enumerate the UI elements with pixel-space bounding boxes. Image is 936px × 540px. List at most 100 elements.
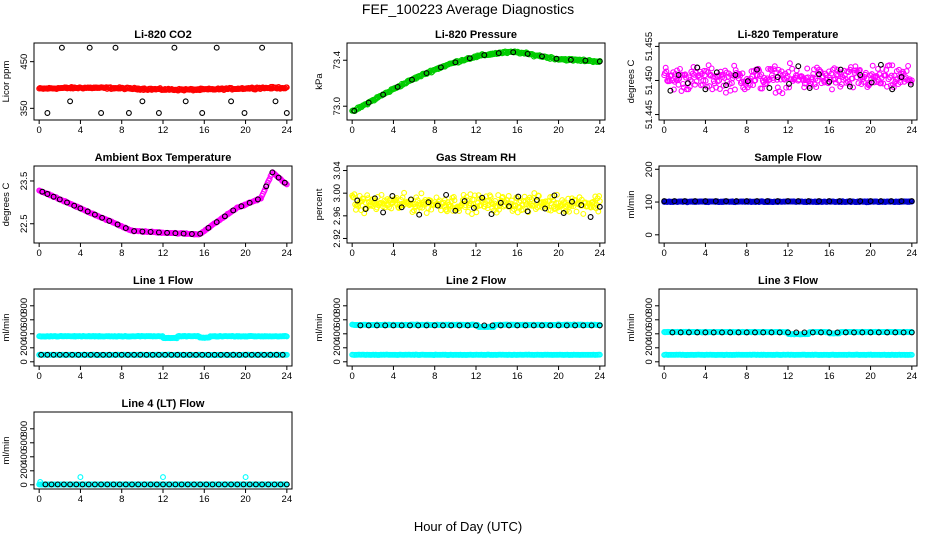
point-scatter	[423, 210, 430, 216]
xtick-label: 8	[119, 371, 124, 382]
point-scatter	[771, 63, 778, 70]
xtick-label: 20	[240, 125, 251, 136]
point-hourly	[365, 322, 372, 329]
point-scatter	[855, 80, 862, 87]
point-hourly	[452, 207, 459, 214]
point-hourly	[44, 191, 51, 197]
xtick-label: 4	[391, 125, 396, 136]
point-hourly	[867, 198, 874, 205]
panel-frame-co2	[33, 42, 293, 121]
ytick-label: 400	[19, 326, 30, 342]
point-hourly	[139, 98, 146, 105]
point-hourly	[221, 481, 228, 488]
point-hourly	[373, 322, 380, 329]
ytick-label: 350	[19, 100, 30, 116]
ytick-label: 800	[19, 298, 30, 314]
point-scatter	[690, 64, 697, 70]
point-scatter	[804, 65, 811, 72]
point-hourly	[555, 322, 562, 329]
ytick-label: 600	[332, 312, 343, 328]
point-hourly	[44, 110, 51, 116]
point-hourly	[371, 195, 378, 202]
point-hourly	[760, 329, 767, 336]
point-hourly	[582, 57, 589, 64]
point-scatter	[878, 80, 884, 87]
point-hourly	[908, 198, 915, 205]
ytick-label: 2.92	[332, 229, 343, 248]
point-hourly	[452, 59, 459, 66]
point-scatter	[552, 205, 559, 212]
point-hourly	[230, 207, 237, 214]
xtick-label: 20	[240, 371, 251, 382]
point-hourly	[836, 198, 843, 205]
point-hourly	[193, 351, 199, 358]
point-hourly	[826, 78, 833, 85]
xtick-label: 16	[199, 371, 210, 382]
point-hourly	[228, 481, 235, 488]
point-hourly	[271, 481, 278, 488]
point-hourly	[99, 214, 106, 221]
point-hourly	[667, 87, 674, 94]
xtick-label: 4	[78, 125, 83, 136]
point-scatter	[847, 66, 854, 73]
xtick-label: 16	[824, 371, 835, 382]
point-hourly	[908, 329, 915, 336]
point-hourly	[94, 351, 100, 358]
point-hourly	[506, 203, 512, 210]
point-hourly	[48, 481, 55, 488]
xtick-label: 4	[703, 248, 708, 259]
panel-title-pressure: Li-820 Pressure	[435, 29, 517, 41]
point-hourly	[743, 329, 750, 336]
xtick-label: 16	[199, 494, 210, 505]
point-hourly	[434, 202, 441, 209]
point-hourly	[50, 193, 57, 200]
point-scatter	[282, 180, 289, 187]
point-scatter	[473, 209, 480, 216]
point-hourly	[221, 213, 228, 220]
point-scatter	[553, 191, 560, 198]
panel-marks-line2	[349, 321, 603, 358]
point-hourly	[702, 329, 709, 336]
point-hourly	[409, 76, 415, 83]
point-hourly	[837, 66, 844, 73]
panel-ylabel-line4: ml/min	[1, 437, 12, 465]
point-scatter	[885, 76, 892, 83]
xtick-label: 0	[662, 248, 667, 259]
point-scatter	[683, 74, 689, 81]
point-hourly	[818, 329, 824, 336]
point-scatter	[752, 77, 759, 84]
point-hourly	[85, 481, 92, 488]
point-scatter	[765, 65, 772, 72]
point-hourly	[283, 481, 290, 488]
panel-marks-pressure	[349, 48, 603, 114]
ytick-label: 400	[19, 449, 30, 465]
point-hourly	[677, 329, 684, 336]
point-scatter	[447, 203, 453, 210]
point-hourly	[900, 329, 907, 336]
xtick-label: 0	[350, 248, 355, 259]
point-hourly	[524, 208, 531, 215]
point-hourly	[283, 110, 290, 116]
xtick-label: 0	[662, 371, 667, 382]
point-hourly	[692, 198, 699, 205]
point-hourly	[816, 198, 822, 205]
point-hourly	[793, 329, 800, 336]
point-hourly	[71, 202, 78, 209]
point-hourly	[786, 80, 792, 87]
point-hourly	[567, 56, 574, 63]
point-hourly	[184, 481, 191, 488]
point-hourly	[380, 209, 387, 216]
point-hourly	[407, 322, 413, 329]
ytick-label: 51.455	[644, 32, 655, 61]
xtick-label: 24	[595, 371, 606, 382]
point-hourly	[884, 329, 891, 336]
point-hourly	[269, 169, 276, 176]
point-hourly	[661, 198, 668, 205]
point-hourly	[236, 351, 243, 358]
point-scatter	[242, 474, 249, 481]
point-hourly	[506, 322, 512, 329]
point-hourly	[153, 481, 160, 488]
point-hourly	[669, 329, 676, 336]
panel-rh: Gas Stream RH percent 0 4 8 12 16 20 24 2.92 2.96 3…	[314, 152, 606, 259]
panel-line4: Line 4 (LT) Flow ml/min 0 4 8 12 16 20 24 0 200400…	[1, 398, 293, 505]
